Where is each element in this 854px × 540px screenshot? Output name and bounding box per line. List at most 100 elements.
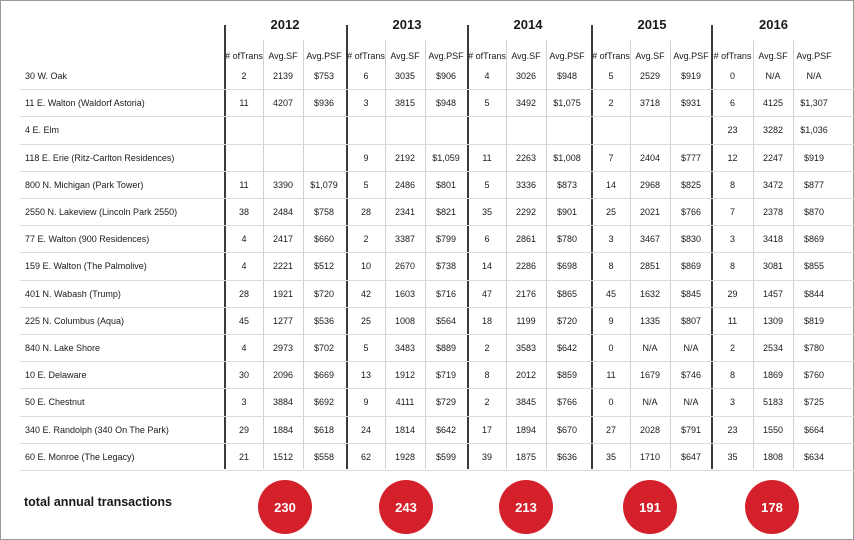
table-cell: 3081: [762, 260, 784, 271]
column-header-line: SF: [529, 51, 541, 61]
table-cell: 9: [363, 152, 369, 163]
table-cell: 5: [484, 97, 490, 108]
table-cell: [303, 144, 345, 171]
table-cell: $512: [313, 260, 335, 271]
row-building-name: 225 N. Columbus (Aqua): [25, 315, 125, 326]
table-cell: 13: [360, 369, 371, 380]
table-cell: 2247: [762, 152, 784, 163]
table-cell: 14: [605, 179, 616, 190]
table-cell: 2286: [515, 260, 537, 271]
table-cell: $889: [435, 342, 457, 353]
table-cell: 1550: [762, 424, 784, 435]
column-header-line: # of: [347, 51, 363, 61]
table-cell: 38: [238, 206, 249, 217]
table-cell: [263, 116, 303, 143]
column-header-line: Avg.: [390, 51, 409, 61]
table-cell: 1335: [639, 315, 661, 326]
column-header-line: Avg.: [796, 51, 815, 61]
table-cell: $636: [556, 451, 578, 462]
table-cell: N/A: [683, 342, 699, 353]
table-cell: 35: [605, 451, 616, 462]
row-building-name: 77 E. Walton (900 Residences): [25, 233, 150, 244]
table-cell: 2: [241, 70, 247, 81]
total-transactions-badge: 213: [499, 480, 553, 534]
table-cell: 23: [727, 124, 738, 135]
row-building-name: 11 E. Walton (Waldorf Astoria): [25, 97, 145, 108]
table-cell: 5183: [762, 396, 784, 407]
table-cell: 5: [363, 342, 369, 353]
column-header-line: Trans: [362, 51, 385, 61]
table-cell: 3483: [394, 342, 416, 353]
table-cell: 5: [608, 70, 614, 81]
year-heading: 2012: [270, 17, 300, 32]
table-cell: 2486: [394, 179, 416, 190]
table-cell: 3718: [639, 97, 661, 108]
table-cell: [263, 144, 303, 171]
table-cell: 2: [729, 342, 735, 353]
table-cell: 39: [481, 451, 492, 462]
table-cell: $859: [556, 369, 578, 380]
table-cell: 4125: [762, 97, 784, 108]
column-header: Avg. PSF: [670, 43, 712, 69]
column-header-line: SF: [286, 51, 298, 61]
table-cell: 6: [363, 70, 369, 81]
table-cell: 2484: [272, 206, 294, 217]
table-cell: $919: [680, 70, 702, 81]
table-cell: $873: [556, 179, 578, 190]
table-cell: 62: [360, 451, 371, 462]
year-heading: 2013: [392, 17, 422, 32]
column-header-line: PSF: [446, 51, 464, 61]
table-cell: $564: [435, 315, 457, 326]
table-cell: [546, 116, 588, 143]
table-cell: $558: [313, 451, 335, 462]
table-cell: $702: [313, 342, 335, 353]
column-header-line: Trans: [728, 51, 752, 61]
table-cell: 1875: [515, 451, 537, 462]
row-divider: [20, 225, 854, 226]
table-cell: $725: [803, 396, 825, 407]
table-cell: N/A: [642, 396, 658, 407]
table-cell: 3387: [394, 233, 416, 244]
column-divider: [263, 40, 264, 469]
table-cell: 1912: [394, 369, 416, 380]
row-building-name: 800 N. Michigan (Park Tower): [25, 179, 144, 190]
table-cell: $1,036: [800, 124, 828, 135]
table-cell: 17: [481, 424, 492, 435]
table-cell: $777: [680, 152, 702, 163]
table-cell: 7: [608, 152, 614, 163]
column-divider: [753, 40, 754, 469]
row-divider: [20, 334, 854, 335]
table-cell: $618: [313, 424, 335, 435]
table-cell: [303, 116, 345, 143]
table-cell: [468, 116, 506, 143]
table-cell: 4: [241, 342, 247, 353]
table-cell: 0: [608, 396, 614, 407]
table-cell: 3: [241, 396, 247, 407]
table-cell: $642: [435, 424, 457, 435]
column-header-line: Avg.: [428, 51, 447, 61]
year-separator: [346, 25, 348, 469]
table-cell: 1808: [762, 451, 784, 462]
table-cell: 2176: [515, 288, 537, 299]
column-header: Avg. PSF: [793, 43, 835, 69]
table-cell: 1008: [394, 315, 416, 326]
table-cell: 3472: [762, 179, 784, 190]
table-cell: $660: [313, 233, 335, 244]
row-divider: [20, 361, 854, 362]
table-cell: 3845: [515, 396, 537, 407]
row-building-name: 10 E. Delaware: [25, 369, 87, 380]
row-building-name: 401 N. Wabash (Trump): [25, 288, 121, 299]
column-header: Avg. SF: [753, 43, 793, 69]
year-separator: [591, 25, 593, 469]
table-cell: $716: [435, 288, 457, 299]
column-header-line: SF: [653, 51, 665, 61]
total-transactions-badge: 178: [745, 480, 799, 534]
column-header: Avg. PSF: [303, 43, 345, 69]
row-building-name: 2550 N. Lakeview (Lincoln Park 2550): [25, 206, 178, 217]
column-header: Avg. SF: [506, 43, 546, 69]
table-cell: 25: [605, 206, 616, 217]
column-header: Avg. SF: [263, 43, 303, 69]
table-cell: N/A: [806, 70, 822, 81]
table-cell: $746: [680, 369, 702, 380]
column-divider: [546, 40, 547, 469]
